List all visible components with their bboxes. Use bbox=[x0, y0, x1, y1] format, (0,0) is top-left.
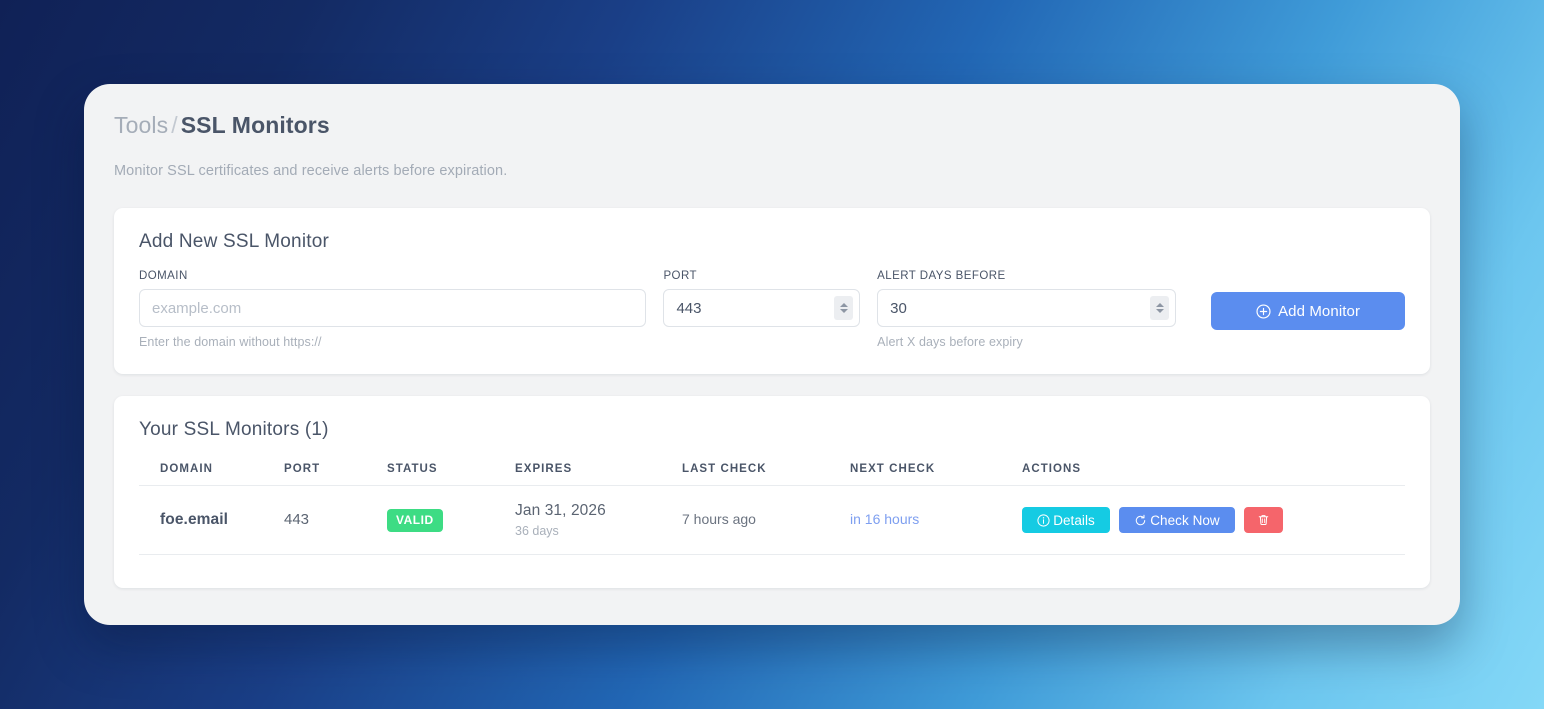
domain-field-hint: Enter the domain without https:// bbox=[139, 335, 322, 349]
column-header-expires: EXPIRES bbox=[515, 441, 682, 486]
chevron-down-icon[interactable] bbox=[1155, 309, 1164, 313]
column-header-domain: DOMAIN bbox=[139, 441, 284, 486]
cell-last-check: 7 hours ago bbox=[682, 485, 850, 555]
cell-domain: foe.email bbox=[139, 485, 284, 555]
port-input-wrap bbox=[663, 289, 861, 327]
monitors-table-head: DOMAIN PORT STATUS EXPIRES LAST CHECK NE… bbox=[139, 441, 1405, 486]
column-header-status: STATUS bbox=[387, 441, 515, 486]
cell-next-check: in 16 hours bbox=[850, 485, 1022, 555]
column-header-last-check: LAST CHECK bbox=[682, 441, 850, 486]
alert-days-field-group: ALERT DAYS BEFORE Alert X days before ex… bbox=[877, 270, 1177, 349]
delete-button[interactable] bbox=[1244, 507, 1283, 533]
table-header-row: DOMAIN PORT STATUS EXPIRES LAST CHECK NE… bbox=[139, 441, 1405, 486]
breadcrumb: Tools / SSL Monitors bbox=[114, 110, 1430, 140]
status-badge: VALID bbox=[387, 508, 443, 532]
alert-days-stepper[interactable] bbox=[1150, 296, 1170, 320]
check-now-button-label: Check Now bbox=[1150, 512, 1220, 528]
alert-days-field-label: ALERT DAYS BEFORE bbox=[877, 270, 1006, 282]
monitor-domain: foe.email bbox=[160, 511, 229, 528]
monitor-expires-date: Jan 31, 2026 bbox=[515, 502, 606, 519]
domain-field-group: DOMAIN Enter the domain without https:// bbox=[139, 270, 647, 349]
plus-circle-icon bbox=[1256, 303, 1271, 319]
port-field-group: PORT bbox=[663, 270, 861, 327]
page-subtitle: Monitor SSL certificates and receive ale… bbox=[114, 163, 508, 179]
app-shell: Tools / SSL Monitors Monitor SSL certifica… bbox=[84, 84, 1460, 625]
monitor-port: 443 bbox=[284, 511, 310, 528]
table-row: foe.email 443 VALID Jan 31, 2026 36 days… bbox=[139, 485, 1405, 555]
page-header: Tools / SSL Monitors Monitor SSL certifica… bbox=[84, 84, 1460, 179]
monitor-next-check: in 16 hours bbox=[850, 511, 920, 527]
cell-port: 443 bbox=[284, 485, 387, 555]
column-header-actions: ACTIONS bbox=[1022, 441, 1405, 486]
details-button-label: Details bbox=[1053, 512, 1095, 528]
row-actions: Details Check Now bbox=[1022, 507, 1405, 533]
port-stepper[interactable] bbox=[834, 296, 854, 320]
chevron-up-icon[interactable] bbox=[839, 303, 848, 307]
chevron-down-icon[interactable] bbox=[839, 309, 848, 313]
breadcrumb-separator: / bbox=[171, 112, 178, 138]
check-now-button[interactable]: Check Now bbox=[1119, 507, 1235, 533]
details-button[interactable]: Details bbox=[1022, 507, 1110, 533]
monitor-last-check: 7 hours ago bbox=[682, 511, 756, 527]
chevron-up-icon[interactable] bbox=[1155, 303, 1164, 307]
info-circle-icon bbox=[1037, 513, 1050, 527]
port-field-label: PORT bbox=[663, 270, 697, 282]
breadcrumb-parent[interactable]: Tools bbox=[114, 112, 169, 138]
monitor-expires-days: 36 days bbox=[515, 524, 559, 538]
column-header-port: PORT bbox=[284, 441, 387, 486]
monitors-list-card: Your SSL Monitors (1) DOMAIN PORT STATUS… bbox=[114, 396, 1430, 588]
add-monitor-button-label: Add Monitor bbox=[1278, 302, 1361, 320]
domain-input-wrap bbox=[139, 289, 647, 327]
page-title: SSL Monitors bbox=[180, 112, 330, 138]
column-header-next-check: NEXT CHECK bbox=[850, 441, 1022, 486]
cell-expires: Jan 31, 2026 36 days bbox=[515, 485, 682, 555]
port-input[interactable] bbox=[663, 289, 861, 327]
trash-icon bbox=[1257, 513, 1270, 527]
cell-status: VALID bbox=[387, 485, 515, 555]
domain-input[interactable] bbox=[139, 289, 647, 327]
alert-days-input[interactable] bbox=[877, 289, 1177, 327]
add-monitor-button[interactable]: Add Monitor bbox=[1211, 292, 1405, 330]
add-monitor-card: Add New SSL Monitor DOMAIN Enter the dom… bbox=[114, 208, 1430, 374]
cell-actions: Details Check Now bbox=[1022, 485, 1405, 555]
monitors-list-title: Your SSL Monitors (1) bbox=[139, 419, 329, 440]
add-monitor-form: DOMAIN Enter the domain without https://… bbox=[114, 253, 1430, 349]
domain-field-label: DOMAIN bbox=[139, 270, 188, 282]
monitors-table: DOMAIN PORT STATUS EXPIRES LAST CHECK NE… bbox=[139, 441, 1405, 555]
refresh-icon bbox=[1134, 514, 1147, 527]
monitors-table-body: foe.email 443 VALID Jan 31, 2026 36 days… bbox=[139, 485, 1405, 555]
add-monitor-card-title: Add New SSL Monitor bbox=[139, 231, 330, 252]
alert-days-input-wrap bbox=[877, 289, 1177, 327]
alert-days-field-hint: Alert X days before expiry bbox=[877, 335, 1023, 349]
